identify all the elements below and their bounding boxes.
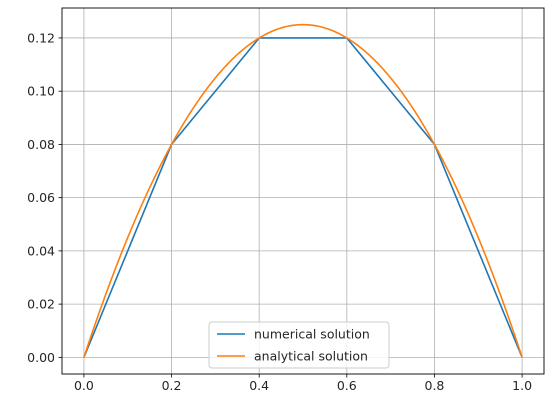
x-tick-label: 0.0 (74, 378, 94, 393)
legend: numerical solution analytical solution (208, 321, 390, 369)
y-tick-label: 0.12 (27, 30, 55, 45)
x-tick-label: 0.8 (425, 378, 445, 393)
legend-box (208, 321, 390, 369)
series-line-analytical (83, 23, 523, 358)
y-tick-label: 0.04 (27, 243, 55, 258)
y-tick-label: 0.02 (27, 297, 55, 312)
y-tick-label: 0.10 (27, 84, 55, 99)
x-tick-label: 0.6 (337, 378, 357, 393)
series-line-numerical (83, 37, 523, 358)
x-tick-label: 0.2 (162, 378, 182, 393)
y-tick-label: 0.06 (27, 190, 55, 205)
axes-frame (61, 7, 545, 375)
legend-label-analytical: analytical solution (254, 349, 368, 364)
y-tick-label: 0.08 (27, 137, 55, 152)
tick-layer: 0.0 0.2 0.4 0.6 0.8 1.0 0.00 0.02 0.04 0.06 0.08 0.… (27, 30, 532, 393)
legend-label-numerical: numerical solution (254, 327, 370, 342)
y-tick-label: 0.00 (27, 350, 55, 365)
x-tick-label: 0.4 (249, 378, 269, 393)
x-tick-label: 1.0 (512, 378, 532, 393)
series-layer (83, 23, 523, 358)
grid (62, 8, 544, 374)
